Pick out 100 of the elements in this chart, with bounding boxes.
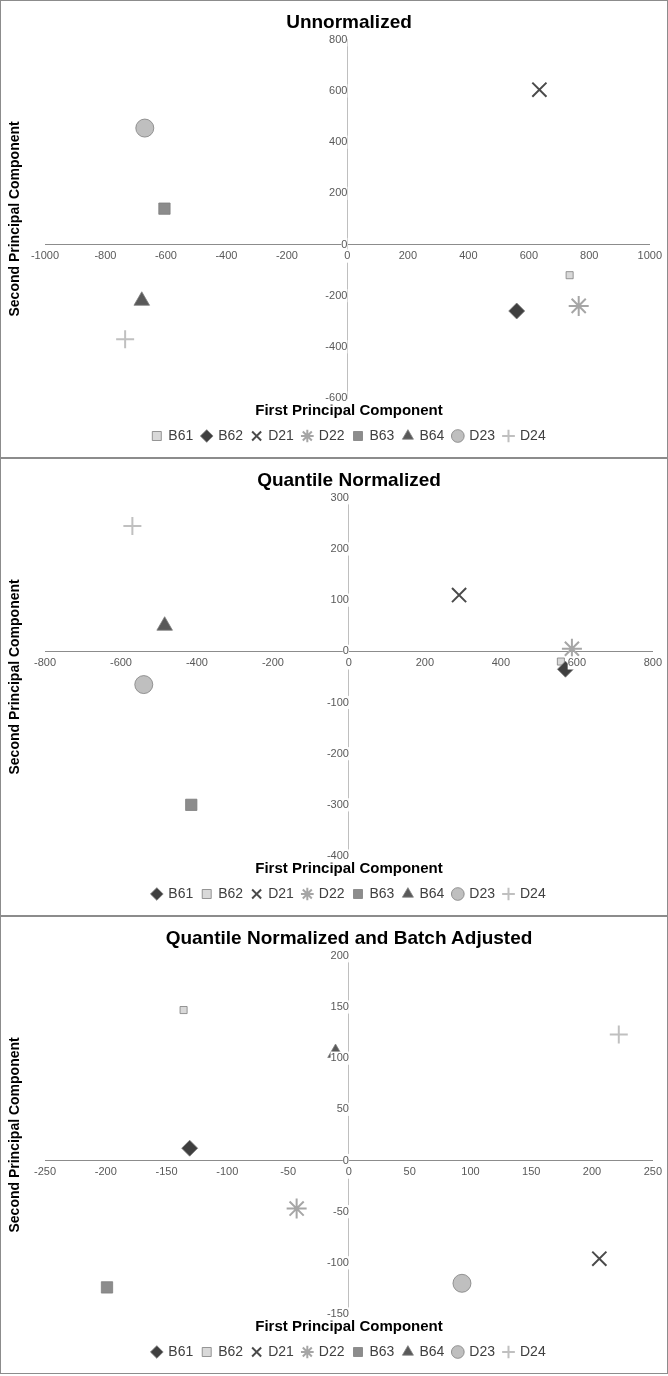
legend-label: D23 xyxy=(469,884,496,901)
point xyxy=(181,1139,199,1157)
point xyxy=(451,586,468,604)
y-tick-label: 0 xyxy=(342,1153,349,1166)
x-tick-label: -150 xyxy=(155,1165,178,1178)
legend-label: B63 xyxy=(369,884,395,901)
point xyxy=(179,1006,188,1014)
legend-label: D22 xyxy=(318,884,345,901)
legend-label: B63 xyxy=(369,1342,395,1359)
x-tick-label: -100 xyxy=(216,1165,239,1178)
x-tick-label: 1000 xyxy=(637,249,663,262)
y-tick-label: -200 xyxy=(326,746,349,759)
x-tick-label: -800 xyxy=(94,249,117,262)
x-tick-label: 400 xyxy=(459,249,478,262)
y-tick-label: 50 xyxy=(336,1102,349,1115)
legend-label: D21 xyxy=(268,884,295,901)
x-tick-label: 100 xyxy=(461,1165,480,1178)
y-tick-label: 100 xyxy=(330,1051,349,1064)
x-tick-label: 200 xyxy=(582,1165,602,1178)
y-tick-label: 800 xyxy=(329,32,348,45)
x-tick-label: -200 xyxy=(275,249,298,262)
point xyxy=(135,118,155,138)
x-tick-label: 600 xyxy=(519,249,538,262)
y-tick-label: 400 xyxy=(329,135,348,148)
x-tick-label: 50 xyxy=(403,1165,416,1178)
x-tick-label: -400 xyxy=(215,249,238,262)
x-tick-label: 200 xyxy=(398,249,418,262)
legend-label: B64 xyxy=(419,884,445,901)
y-tick-label: -150 xyxy=(326,1307,349,1320)
x-tick-label: -200 xyxy=(261,655,284,668)
legend-label: B61 xyxy=(168,1342,194,1359)
x-tick-label: 200 xyxy=(415,655,435,668)
point xyxy=(591,1250,608,1267)
legend-label: D24 xyxy=(520,884,546,901)
legend-label: B64 xyxy=(419,1342,445,1359)
legend-label: B62 xyxy=(218,1342,244,1359)
point xyxy=(158,202,171,215)
y-tick-label: 0 xyxy=(342,644,349,657)
y-tick-label: 200 xyxy=(329,186,348,199)
x-tick-label: -600 xyxy=(154,249,177,262)
point xyxy=(122,515,143,536)
chart-title: Quantile Normalized xyxy=(257,468,441,490)
point xyxy=(115,329,136,350)
legend-label: D24 xyxy=(520,426,546,443)
y-tick-label: 0 xyxy=(341,237,348,250)
y-tick-label: -400 xyxy=(325,339,348,352)
x-tick-label: 600 xyxy=(567,655,587,668)
x-tick-label: 150 xyxy=(522,1165,541,1178)
legend-label: B63 xyxy=(369,426,395,443)
legend-label: B61 xyxy=(168,426,194,443)
legend-label: B64 xyxy=(419,426,445,443)
y-tick-label: -400 xyxy=(326,849,349,862)
legend-label: B62 xyxy=(218,426,244,443)
x-tick-label: -400 xyxy=(185,655,208,668)
y-axis-title: Second Principal Component xyxy=(5,120,22,317)
x-tick-label: 800 xyxy=(643,655,662,668)
y-tick-label: -600 xyxy=(325,391,348,404)
chart-title: Quantile Normalized and Batch Adjusted xyxy=(165,926,533,948)
legend-label: D24 xyxy=(520,1342,546,1359)
y-tick-label: -100 xyxy=(326,695,349,708)
y-axis-title: Second Principal Component xyxy=(5,1036,22,1233)
point xyxy=(567,294,590,317)
y-tick-label: -200 xyxy=(325,288,348,301)
legend-label: D21 xyxy=(268,426,295,443)
x-tick-label: 400 xyxy=(491,655,511,668)
legend-label: B61 xyxy=(168,884,194,901)
y-tick-label: 600 xyxy=(329,84,348,96)
legend-label: D23 xyxy=(469,1342,496,1359)
legend-label: D22 xyxy=(318,1342,345,1359)
point xyxy=(185,798,198,811)
y-tick-label: 100 xyxy=(330,593,349,606)
x-tick-label: -1000 xyxy=(30,249,60,262)
y-tick-label: 150 xyxy=(330,1000,349,1012)
x-axis-title: First Principal Component xyxy=(255,401,443,419)
x-axis-title: First Principal Component xyxy=(255,859,443,877)
point xyxy=(560,637,583,660)
point xyxy=(285,1197,308,1220)
point xyxy=(565,271,574,280)
legend-label: B62 xyxy=(218,884,244,901)
legend-label: D23 xyxy=(469,426,496,443)
point xyxy=(156,616,173,631)
x-tick-label: -50 xyxy=(280,1165,297,1178)
y-axis-title: Second Principal Component xyxy=(5,578,22,775)
point xyxy=(508,302,526,320)
legend-label: D22 xyxy=(318,426,345,443)
y-tick-label: -100 xyxy=(326,1255,349,1268)
y-tick-label: 300 xyxy=(330,490,349,503)
chart-title: Unnormalized xyxy=(286,10,412,32)
x-tick-label: 250 xyxy=(643,1165,662,1178)
point xyxy=(100,1281,114,1294)
x-tick-label: -200 xyxy=(94,1165,117,1178)
y-tick-label: 200 xyxy=(330,542,349,554)
legend-label: D21 xyxy=(268,1342,295,1359)
point xyxy=(608,1024,629,1045)
point xyxy=(452,1273,472,1293)
x-tick-label: -250 xyxy=(33,1165,57,1178)
x-tick-label: -800 xyxy=(33,655,57,668)
x-tick-label: -600 xyxy=(109,655,132,668)
x-axis-title: First Principal Component xyxy=(255,1317,443,1335)
y-tick-label: 200 xyxy=(330,948,349,961)
